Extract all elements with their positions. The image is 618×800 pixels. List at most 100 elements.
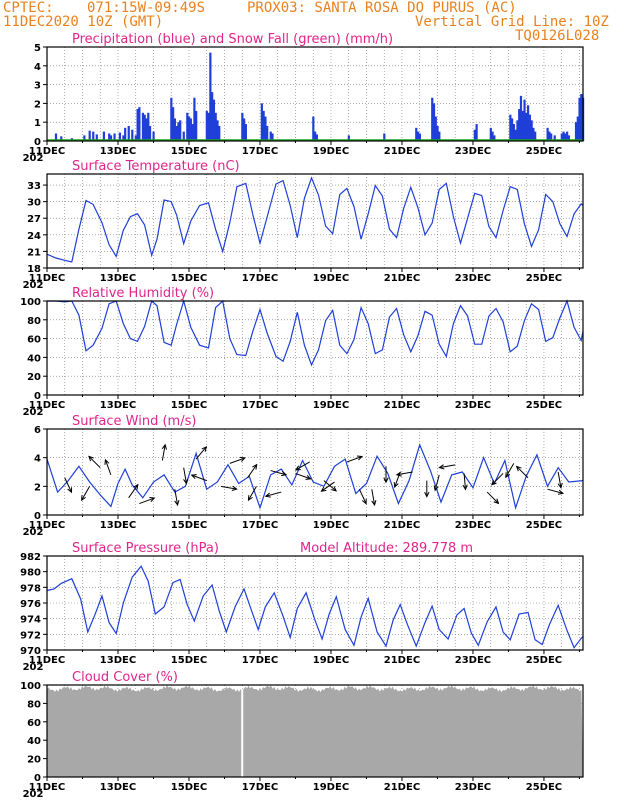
precip-bar <box>578 97 581 141</box>
x-tick-label: 25DEC <box>526 655 562 666</box>
panel-title: Relative Humidity (%) <box>72 286 214 301</box>
wind-arrow <box>516 466 529 479</box>
precip-bar <box>95 134 98 141</box>
x-tick-label: 13DEC <box>100 520 136 531</box>
wind-arrowhead <box>133 483 139 490</box>
wind-arrowhead <box>424 491 430 498</box>
wind-arrow <box>247 464 258 479</box>
panel-title: Cloud Cover (%) <box>72 670 178 685</box>
y-tick-label: 100 <box>20 681 41 692</box>
wind-arrowhead <box>190 474 197 480</box>
y-tick-label: 3 <box>34 81 41 92</box>
wind-arrow <box>64 477 72 493</box>
precip-bar <box>143 114 146 141</box>
wind-arrow <box>295 461 310 471</box>
precip-bar <box>553 135 556 141</box>
x-tick-label: 17DEC <box>242 273 278 284</box>
y-tick-label: 0 <box>34 773 41 784</box>
panel-title: Precipitation (blue) and Snow Fall (gree… <box>72 32 393 47</box>
x-tick-label: 17DEC <box>242 146 278 157</box>
y-tick-label: 80 <box>27 699 41 710</box>
x-tick-label: 13DEC <box>100 400 136 411</box>
y-tick-label: 970 <box>20 646 41 657</box>
precip-bar <box>102 131 105 141</box>
wind-arrowhead <box>247 495 253 502</box>
precip-bar <box>209 52 212 141</box>
precip-bar <box>519 95 523 141</box>
y-tick-label: 0 <box>34 137 41 148</box>
panel-title: Surface Temperature (nC) <box>72 159 240 174</box>
x-tick-label: 13DEC <box>100 146 136 157</box>
x-tick-label: 17DEC <box>242 655 278 666</box>
wind-arrowhead <box>371 500 377 507</box>
y-tick-label: 20 <box>27 755 41 766</box>
wind-arrow <box>491 473 504 486</box>
data-curve <box>46 176 584 263</box>
precip-bar <box>475 124 478 141</box>
precip-bar <box>562 131 565 141</box>
precip-bar <box>243 118 246 141</box>
x-tick-label: 13DEC <box>100 782 136 793</box>
panel-frame <box>46 46 584 142</box>
precip-bar <box>122 135 125 141</box>
wind-arrowhead <box>557 482 563 489</box>
y-tick-label: 978 <box>20 583 41 594</box>
wind-arrowhead <box>231 485 238 491</box>
grid-note: Vertical Grid Line: 10Z <box>415 14 609 30</box>
precip-bar <box>186 112 189 141</box>
x-tick-label: 17DEC <box>242 782 278 793</box>
wind-arrow <box>139 497 155 505</box>
precip-bar <box>108 133 111 141</box>
precip-bar <box>134 135 137 141</box>
wind-arrowhead <box>88 455 94 462</box>
wind-arrowhead <box>393 482 399 489</box>
precip-bar <box>145 118 148 141</box>
y-tick-label: 982 <box>20 552 41 563</box>
wind-arrow <box>220 485 237 490</box>
precip-bar <box>511 118 514 141</box>
precip-bar <box>148 125 152 141</box>
precip-bar <box>271 133 274 141</box>
precip-bar <box>175 125 178 141</box>
panel-frame <box>46 300 584 396</box>
y-tick-label: 33 <box>27 181 41 192</box>
y-tick-label: 80 <box>27 316 41 327</box>
x-year-fragment: 202 <box>23 280 44 291</box>
wind-arrowhead <box>320 486 327 492</box>
y-tick-label: 60 <box>27 718 41 729</box>
y-tick-label: 40 <box>27 736 41 747</box>
x-tick-label: 23DEC <box>455 655 491 666</box>
precip-bar <box>567 135 571 141</box>
x-tick-label: 21DEC <box>384 655 420 666</box>
precip-bar <box>182 131 185 141</box>
wind-arrow <box>557 471 562 488</box>
precip-bar <box>266 125 269 141</box>
precip-bar <box>432 103 436 141</box>
precip-bar <box>170 97 173 141</box>
wind-arrow <box>295 472 311 480</box>
precip-bar <box>195 110 198 141</box>
wind-arrowhead <box>356 455 364 461</box>
y-tick-label: 27 <box>27 214 41 225</box>
precip-bar <box>431 97 434 141</box>
coordinates: 071:15W-09:49S <box>87 0 206 16</box>
y-tick-label: 30 <box>27 198 41 209</box>
precip-bar <box>244 124 247 141</box>
x-tick-label: 19DEC <box>313 146 349 157</box>
precip-bar <box>564 133 567 141</box>
precip-bar <box>172 107 175 141</box>
precip-bar <box>54 133 58 141</box>
wind-arrowhead <box>305 474 312 480</box>
panel-6: 0 20 40 60 80 100 11DEC 13DEC 15DEC 17DEC 19DEC 21D… <box>20 670 584 800</box>
y-tick-label: 18 <box>27 264 41 275</box>
panel-title: Surface Pressure (hPa) <box>72 541 219 556</box>
x-tick-label: 15DEC <box>171 273 207 284</box>
wind-arrow <box>463 473 466 490</box>
y-tick-label: 2 <box>34 99 41 110</box>
y-tick-label: 100 <box>20 297 41 308</box>
x-tick-label: 25DEC <box>526 782 562 793</box>
precip-bar <box>214 112 217 141</box>
precip-bar <box>516 120 519 141</box>
wind-arrowhead <box>104 458 110 465</box>
wind-arrow <box>486 491 499 504</box>
